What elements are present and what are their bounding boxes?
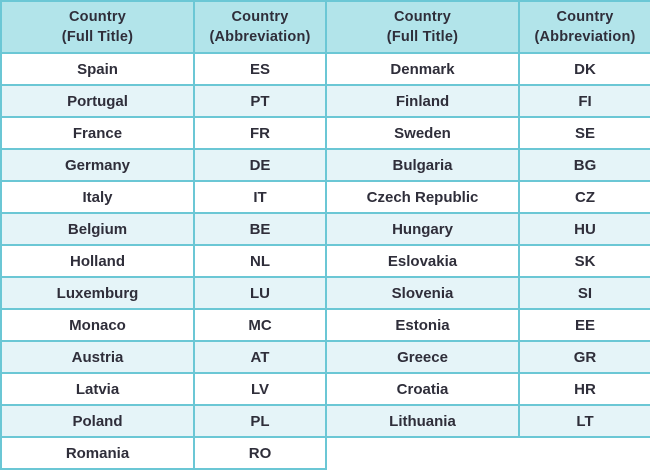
table-row: Romania RO	[0, 436, 650, 470]
country-cell: Luxemburg	[0, 276, 195, 310]
country-cell: Romania	[0, 436, 195, 470]
abbreviation-cell: GR	[518, 340, 650, 374]
country-cell: France	[0, 116, 195, 150]
country-cell: Finland	[325, 84, 520, 118]
country-cell: Monaco	[0, 308, 195, 342]
abbreviation-cell: CZ	[518, 180, 650, 214]
table-body: Spain ES Denmark DK Portugal PT Finland FI Franc…	[0, 52, 650, 470]
abbreviation-cell: DE	[193, 148, 327, 182]
country-cell: Denmark	[325, 52, 520, 86]
header-label: Country	[394, 9, 451, 25]
header-label: Country	[556, 9, 614, 25]
abbreviation-cell: PL	[193, 404, 327, 438]
header-sublabel: (Abbreviation)	[534, 29, 636, 45]
abbreviation-cell: FR	[193, 116, 327, 150]
country-cell: Austria	[0, 340, 195, 374]
abbreviation-cell: HR	[518, 372, 650, 406]
table-row: Holland NL Eslovakia SK	[0, 244, 650, 278]
header-label: Country	[69, 9, 126, 25]
abbreviation-cell: LT	[518, 404, 650, 438]
country-cell: Belgium	[0, 212, 195, 246]
abbreviation-cell: PT	[193, 84, 327, 118]
table-row: Portugal PT Finland FI	[0, 84, 650, 118]
country-cell: Germany	[0, 148, 195, 182]
header-row: Country (Full Title) Country (Abbreviati…	[0, 0, 650, 54]
country-cell: Bulgaria	[325, 148, 520, 182]
column-header-country-abbr-2: Country (Abbreviation)	[518, 0, 650, 54]
country-cell: Lithuania	[325, 404, 520, 438]
table-row: Italy IT Czech Republic CZ	[0, 180, 650, 214]
country-cell: Eslovakia	[325, 244, 520, 278]
country-cell: Slovenia	[325, 276, 520, 310]
country-cell: Latvia	[0, 372, 195, 406]
blank-cell	[519, 437, 650, 469]
country-cell: Spain	[0, 52, 195, 86]
country-cell: Croatia	[325, 372, 520, 406]
abbreviation-cell: EE	[518, 308, 650, 342]
country-cell: Estonia	[325, 308, 520, 342]
abbreviation-cell: MC	[193, 308, 327, 342]
header-label: Country	[231, 9, 289, 25]
column-header-country-abbr-1: Country (Abbreviation)	[193, 0, 327, 54]
header-sublabel: (Abbreviation)	[209, 29, 311, 45]
abbreviation-cell: FI	[518, 84, 650, 118]
abbreviation-cell: ES	[193, 52, 327, 86]
abbreviation-cell: IT	[193, 180, 327, 214]
table-row: Spain ES Denmark DK	[0, 52, 650, 86]
abbreviation-cell: SK	[518, 244, 650, 278]
column-header-country-full-1: Country (Full Title)	[0, 0, 195, 54]
table-row: Poland PL Lithuania LT	[0, 404, 650, 438]
country-cell: Holland	[0, 244, 195, 278]
country-cell: Greece	[325, 340, 520, 374]
abbreviation-cell: BE	[193, 212, 327, 246]
table-row: Luxemburg LU Slovenia SI	[0, 276, 650, 310]
blank-cell	[326, 437, 519, 469]
abbreviation-cell: LU	[193, 276, 327, 310]
header-sublabel: (Full Title)	[386, 29, 459, 45]
column-header-country-full-2: Country (Full Title)	[325, 0, 520, 54]
table-row: Monaco MC Estonia EE	[0, 308, 650, 342]
table-row: Germany DE Bulgaria BG	[0, 148, 650, 182]
abbreviation-cell: NL	[193, 244, 327, 278]
country-cell: Poland	[0, 404, 195, 438]
country-cell: Portugal	[0, 84, 195, 118]
table-row: Austria AT Greece GR	[0, 340, 650, 374]
abbreviation-cell: AT	[193, 340, 327, 374]
country-cell: Sweden	[325, 116, 520, 150]
table-header: Country (Full Title) Country (Abbreviati…	[0, 0, 650, 54]
abbreviation-cell: SI	[518, 276, 650, 310]
table-row: Latvia LV Croatia HR	[0, 372, 650, 406]
abbreviation-cell: SE	[518, 116, 650, 150]
country-cell: Italy	[0, 180, 195, 214]
table-row: Belgium BE Hungary HU	[0, 212, 650, 246]
abbreviation-cell: LV	[193, 372, 327, 406]
country-cell: Hungary	[325, 212, 520, 246]
country-cell: Czech Republic	[325, 180, 520, 214]
abbreviation-cell: BG	[518, 148, 650, 182]
table-row: France FR Sweden SE	[0, 116, 650, 150]
header-sublabel: (Full Title)	[61, 29, 134, 45]
abbreviation-cell: RO	[193, 436, 327, 470]
abbreviation-cell: HU	[518, 212, 650, 246]
abbreviation-cell: DK	[518, 52, 650, 86]
